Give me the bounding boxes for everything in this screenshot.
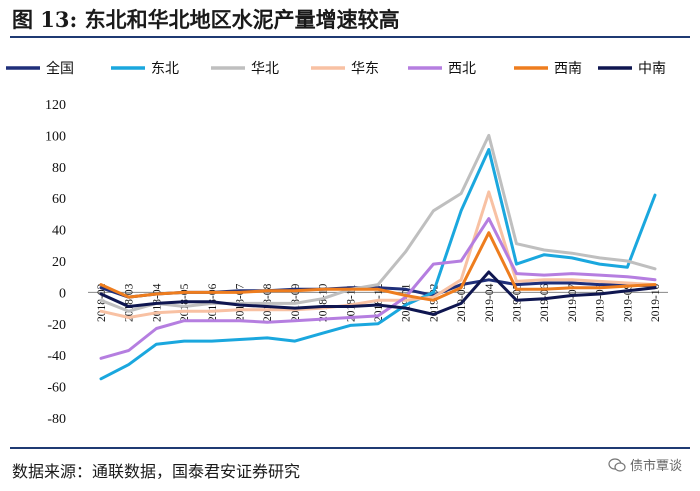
legend-label: 华东 xyxy=(351,61,379,77)
y-tick-label: 120 xyxy=(45,98,66,113)
legend-item: 全国 xyxy=(6,60,74,77)
y-tick-label: 40 xyxy=(52,224,66,239)
wechat-icon xyxy=(608,457,626,472)
legend-item: 华北 xyxy=(211,61,279,77)
legend-item: 西北 xyxy=(408,61,476,77)
y-tick-label: -80 xyxy=(47,412,66,427)
legend-item: 华东 xyxy=(311,61,379,77)
y-tick-label: -60 xyxy=(47,381,66,396)
y-tick-label: 20 xyxy=(52,255,66,270)
legend-item: 东北 xyxy=(111,61,179,77)
line-chart: 全国 东北 华北 华东 西北 西南 中南 120 100 80 60 40 20 0 -20 -40 -60 -… xyxy=(6,60,668,427)
series-line xyxy=(99,148,657,381)
watermark: 债市覃谈 xyxy=(608,455,682,474)
title-rule xyxy=(10,36,690,38)
legend-label: 华北 xyxy=(251,61,279,77)
legend-label: 西南 xyxy=(554,61,582,77)
y-tick-label: 60 xyxy=(52,192,66,207)
x-tick-label: 2019-04 xyxy=(484,283,496,322)
chart-title: 图 13: 东北和华北地区水泥产量增速较高 xyxy=(12,7,400,32)
x-tick-label: 2018-11 xyxy=(345,284,357,322)
x-tick-label: 2019-09 xyxy=(622,283,634,322)
series-line xyxy=(99,270,657,316)
y-axis: 120 100 80 60 40 20 0 -20 -40 -60 -80 xyxy=(45,98,66,427)
y-tick-label: -40 xyxy=(47,349,66,364)
legend-label: 全国 xyxy=(46,60,74,77)
legend-item: 西南 xyxy=(514,61,582,77)
x-tick-label: 2018-10 xyxy=(318,283,330,322)
legend-label: 中南 xyxy=(638,61,666,77)
series-line xyxy=(99,133,657,313)
series-line xyxy=(99,231,657,302)
data-source: 数据来源：通联数据，国泰君安证券研究 xyxy=(12,462,301,481)
y-tick-label: 0 xyxy=(59,286,66,301)
x-tick-label: 2019-05 xyxy=(512,283,524,322)
series-line xyxy=(99,217,657,360)
x-tick-label: 2019-07 xyxy=(567,283,579,322)
legend-item: 中南 xyxy=(598,61,666,77)
watermark-text: 债市覃谈 xyxy=(629,459,682,474)
x-tick-label: 2018-03 xyxy=(124,283,136,322)
source-rule xyxy=(10,447,690,449)
x-tick-label: 2019-06 xyxy=(539,283,551,322)
y-tick-label: 80 xyxy=(52,161,66,176)
legend: 全国 东北 华北 华东 西北 西南 中南 xyxy=(6,60,666,77)
x-tick-label: 2019-10 xyxy=(650,283,662,322)
series-layer xyxy=(99,133,657,381)
x-tick-label: 2019-08 xyxy=(595,283,607,322)
legend-label: 西北 xyxy=(448,61,476,77)
legend-label: 东北 xyxy=(151,61,179,77)
y-tick-label: -20 xyxy=(47,318,66,333)
y-tick-label: 100 xyxy=(45,129,66,144)
series-line xyxy=(99,190,657,319)
